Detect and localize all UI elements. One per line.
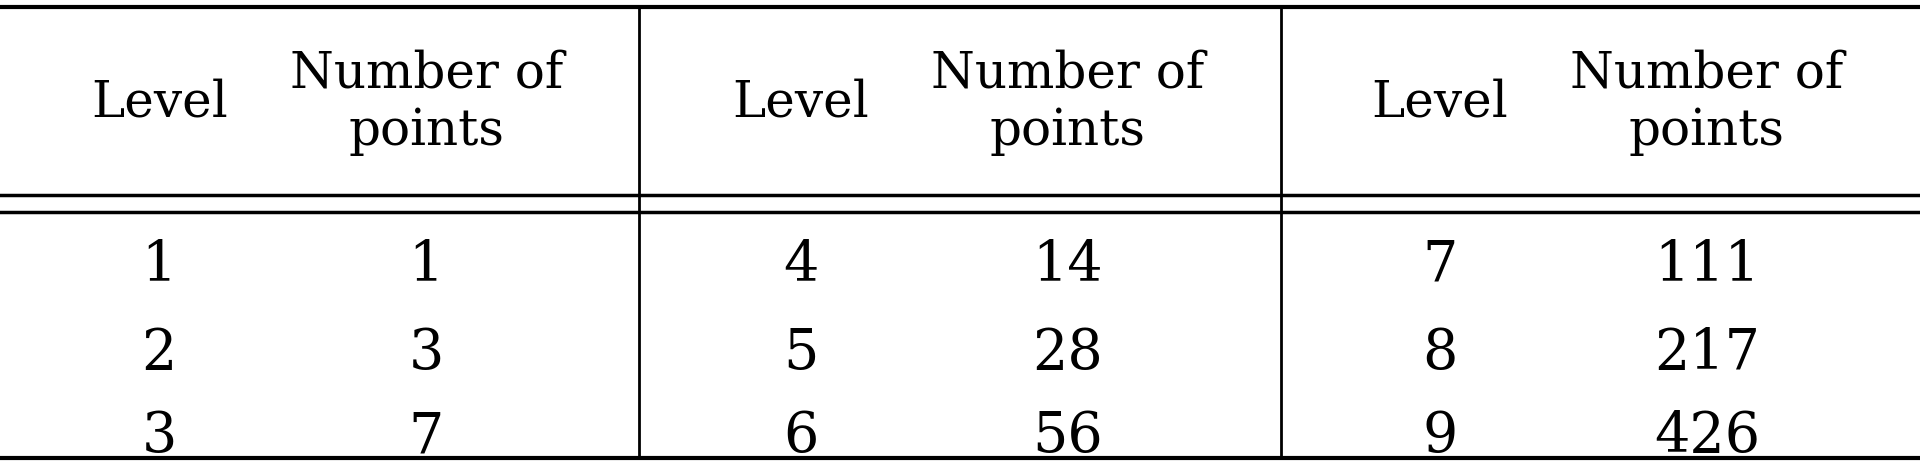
Text: 3: 3	[142, 410, 177, 465]
Text: 426: 426	[1653, 410, 1761, 465]
Text: 7: 7	[1423, 238, 1457, 292]
Text: Level: Level	[732, 78, 870, 127]
Text: 111: 111	[1653, 238, 1761, 292]
Text: 1: 1	[142, 238, 177, 292]
Text: Number of
points: Number of points	[1571, 49, 1843, 156]
Text: 6: 6	[783, 410, 818, 465]
Text: 28: 28	[1033, 326, 1102, 381]
Text: 9: 9	[1423, 410, 1457, 465]
Text: Number of
points: Number of points	[931, 49, 1204, 156]
Text: 8: 8	[1423, 326, 1457, 381]
Text: 14: 14	[1033, 238, 1102, 292]
Text: 4: 4	[783, 238, 818, 292]
Text: 56: 56	[1033, 410, 1102, 465]
Text: 3: 3	[409, 326, 444, 381]
Text: 5: 5	[783, 326, 818, 381]
Text: Level: Level	[1371, 78, 1509, 127]
Text: Level: Level	[90, 78, 228, 127]
Text: 1: 1	[409, 238, 444, 292]
Text: 7: 7	[409, 410, 444, 465]
Text: 2: 2	[142, 326, 177, 381]
Text: Number of
points: Number of points	[290, 49, 563, 156]
Text: 217: 217	[1653, 326, 1761, 381]
